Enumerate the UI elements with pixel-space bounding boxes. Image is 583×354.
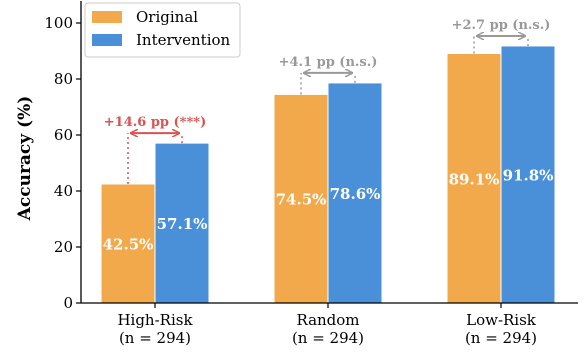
annotation-label: +14.6 pp (***)	[104, 115, 206, 130]
bar-value-label: 78.6%	[330, 185, 381, 203]
y-tick-label: 80	[54, 70, 73, 88]
legend-swatch-intervention	[92, 34, 122, 46]
bar-value-label: 89.1%	[449, 170, 500, 188]
legend: Original Intervention	[84, 2, 241, 58]
legend-swatch-original	[92, 11, 122, 23]
bar-value-label: 74.5%	[276, 191, 327, 209]
legend-box	[84, 2, 241, 58]
plot-area: 42.5% 74.5% 89.1% 57.1% 78.6% 91.8% 0 20 40 60 80 1…	[44, 1, 578, 347]
x-tick-label: Random	[296, 311, 359, 329]
y-tick-label: 0	[63, 294, 73, 312]
bar-intervention-random	[327, 82, 383, 304]
y-tick-label: 20	[54, 238, 73, 256]
bar-value-label: 91.8%	[503, 166, 554, 184]
y-tick-label: 60	[54, 126, 73, 144]
y-tick-label: 100	[44, 14, 73, 32]
annotation-label: +2.7 pp (n.s.)	[452, 18, 551, 33]
bar-original-high-risk	[100, 183, 156, 304]
x-tick-label: Low-Risk	[466, 311, 537, 329]
y-tick-label: 40	[54, 182, 73, 200]
annotation-label: +4.1 pp (n.s.)	[279, 55, 378, 70]
x-tick-sublabel: (n = 294)	[465, 329, 537, 347]
bar-intervention-low-risk	[500, 45, 556, 304]
x-tick-sublabel: (n = 294)	[292, 329, 364, 347]
x-tick-label: High-Risk	[117, 311, 193, 329]
y-axis-label: Accuracy (%)	[15, 96, 35, 222]
legend-label-intervention: Intervention	[136, 31, 231, 49]
legend-label-original: Original	[136, 8, 198, 26]
bar-value-label: 57.1%	[157, 215, 208, 233]
x-tick-sublabel: (n = 294)	[119, 329, 191, 347]
bar-original-low-risk	[446, 53, 502, 304]
bar-value-label: 42.5%	[103, 236, 154, 254]
